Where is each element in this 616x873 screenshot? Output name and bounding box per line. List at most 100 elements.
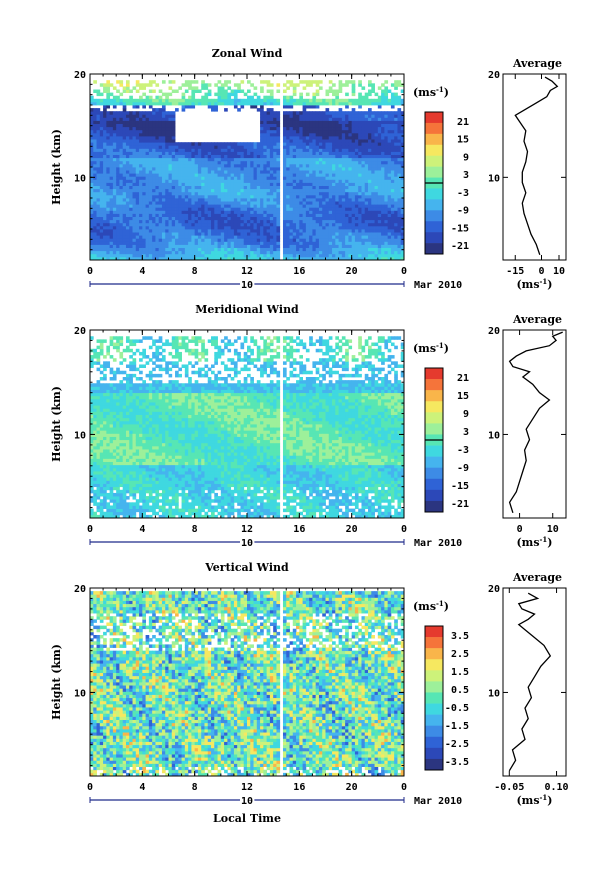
heatmap-cell <box>354 101 359 106</box>
heatmap-cell <box>332 244 336 248</box>
heatmap-cell <box>348 182 353 186</box>
heatmap-cell <box>233 232 238 236</box>
heatmap-cell <box>351 123 356 128</box>
heatmap-cell <box>204 256 209 261</box>
heatmap-cell <box>96 123 101 128</box>
heatmap-cell <box>332 83 336 87</box>
heatmap-cell <box>175 210 179 214</box>
heatmap-cell <box>282 160 287 165</box>
heatmap-cell <box>230 167 235 171</box>
heatmap-cell <box>371 129 375 134</box>
heatmap-cell <box>178 238 182 242</box>
heatmap-cell <box>152 232 156 236</box>
heatmap-cell <box>155 173 160 177</box>
heatmap-cell <box>312 253 317 258</box>
heatmap-cell <box>318 185 323 190</box>
heatmap-cell <box>247 210 251 214</box>
heatmap-cell <box>325 176 330 180</box>
heatmap-cell <box>119 216 124 221</box>
heatmap-cell <box>256 204 261 208</box>
heatmap-cell <box>220 229 225 233</box>
heatmap-cell <box>263 250 268 255</box>
heatmap-cell <box>286 148 290 152</box>
heatmap-cell <box>201 225 205 230</box>
heatmap-cell <box>390 132 395 137</box>
heatmap-cell <box>161 157 166 162</box>
heatmap-cell <box>354 241 359 245</box>
heatmap-cell <box>217 148 222 152</box>
heatmap-cell <box>328 213 333 217</box>
heatmap-cell <box>325 114 330 118</box>
heatmap-cell <box>292 207 297 211</box>
heatmap-cell <box>106 105 111 109</box>
heatmap-cell <box>276 247 281 252</box>
heatmap-cell <box>286 114 290 118</box>
heatmap-cell <box>371 210 375 214</box>
heatmap-cell <box>341 98 346 103</box>
heatmap-cell <box>158 176 163 180</box>
heatmap-cell <box>152 89 156 93</box>
heatmap-cell <box>116 95 120 100</box>
heatmap-cell <box>132 225 137 230</box>
heatmap-cell <box>377 198 382 202</box>
heatmap-cell <box>165 222 169 227</box>
heatmap-cell <box>247 225 251 230</box>
heatmap-cell <box>256 256 261 261</box>
heatmap-cell <box>302 120 307 124</box>
heatmap-cell <box>99 210 104 214</box>
heatmap-cell <box>361 207 366 211</box>
heatmap-cell <box>129 139 133 143</box>
heatmap-cell <box>129 247 133 252</box>
heatmap-cell <box>328 120 333 124</box>
heatmap-cell <box>129 253 133 258</box>
heatmap-cell <box>332 253 336 258</box>
heatmap-cell <box>142 244 146 248</box>
heatmap-cell <box>315 238 320 242</box>
heatmap-cell <box>155 132 160 137</box>
heatmap-cell <box>253 86 258 90</box>
heatmap-cell <box>204 207 209 211</box>
heatmap-cell <box>161 101 166 106</box>
heatmap-cell <box>302 207 307 211</box>
heatmap-cell <box>381 132 385 137</box>
heatmap-cell <box>377 95 382 100</box>
heatmap-cell <box>328 201 333 205</box>
heatmap-cell <box>227 157 232 162</box>
heatmap-cell <box>197 179 202 183</box>
heatmap-cell <box>358 170 362 174</box>
heatmap-cell <box>368 163 372 168</box>
heatmap-cell <box>256 250 261 255</box>
heatmap-cell <box>96 101 101 106</box>
heatmap-cell <box>269 225 274 230</box>
heatmap-cell <box>233 185 238 190</box>
heatmap-cell <box>250 95 254 100</box>
heatmap-cell <box>211 157 215 162</box>
heatmap-cell <box>315 157 320 162</box>
heatmap-cell <box>345 145 349 149</box>
heatmap-cell <box>184 216 189 221</box>
heatmap-cell <box>132 105 137 109</box>
heatmap-cell <box>318 167 323 171</box>
heatmap-cell <box>211 201 215 205</box>
heatmap-cell <box>119 179 124 183</box>
heatmap-cell <box>132 188 137 193</box>
heatmap-cell <box>233 191 238 196</box>
heatmap-cell <box>109 148 114 152</box>
heatmap-cell <box>309 207 313 211</box>
heatmap-cell <box>96 232 101 236</box>
heatmap-cell <box>299 185 303 190</box>
heatmap-cell <box>103 160 107 165</box>
heatmap-cell <box>377 194 382 199</box>
heatmap-cell <box>299 191 303 196</box>
heatmap-cell <box>296 154 300 159</box>
heatmap-cell <box>109 210 114 214</box>
heatmap-cell <box>299 188 303 193</box>
heatmap-cell <box>348 256 353 261</box>
heatmap-cell <box>233 154 238 159</box>
heatmap-cell <box>377 126 382 131</box>
heatmap-cell <box>152 198 156 202</box>
heatmap-cell <box>256 241 261 245</box>
heatmap-cell <box>135 154 140 159</box>
heatmap-cell <box>161 108 166 112</box>
heatmap-cell <box>296 120 300 124</box>
